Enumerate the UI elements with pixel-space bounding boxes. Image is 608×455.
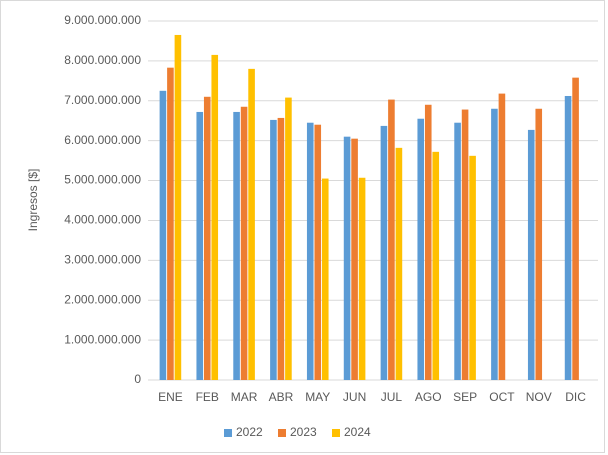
bar [277, 117, 285, 381]
y-tick-label: 0 [134, 372, 141, 386]
y-tick-label: 9.000.000.000 [64, 13, 141, 27]
bar [572, 77, 579, 381]
x-tick-label: ABR [269, 390, 294, 404]
bar [424, 104, 432, 381]
bar [564, 95, 572, 380]
y-tick-label: 2.000.000.000 [64, 292, 141, 306]
y-tick-label: 6.000.000.000 [64, 133, 141, 147]
bar [380, 125, 388, 380]
x-tick-label: AGO [415, 390, 442, 404]
bar [203, 96, 211, 381]
y-tick-label: 3.000.000.000 [64, 253, 141, 267]
y-tick-label: 7.000.000.000 [64, 93, 141, 107]
x-tick-label: MAR [231, 390, 258, 404]
bar [211, 54, 219, 381]
bar [159, 90, 167, 381]
bar [321, 178, 329, 380]
x-tick-label: JUL [381, 390, 403, 404]
y-tick-label: 8.000.000.000 [64, 53, 141, 67]
bar [343, 136, 351, 380]
legend-swatch [332, 429, 340, 437]
bar [491, 108, 498, 380]
legend-swatch [278, 429, 286, 437]
x-tick-label: OCT [489, 390, 515, 404]
x-tick-label: DIC [565, 390, 586, 404]
bar [240, 106, 248, 380]
bar [233, 111, 240, 381]
x-tick-label: ENE [158, 390, 183, 404]
bar [174, 34, 182, 380]
bar [388, 99, 395, 380]
x-tick-label: MAY [305, 390, 330, 404]
bar [417, 118, 425, 380]
bar [461, 109, 469, 380]
legend-swatch [224, 429, 232, 437]
bar [270, 119, 277, 381]
bar [248, 68, 255, 380]
legend-label: 2024 [344, 425, 371, 439]
bar [432, 151, 440, 380]
bar [351, 138, 358, 380]
bar [469, 155, 476, 380]
y-axis-label: Ingresos [$] [26, 169, 40, 232]
bar [454, 122, 461, 380]
x-tick-label: FEB [196, 390, 219, 404]
bar [285, 97, 292, 380]
y-tick-label: 4.000.000.000 [64, 213, 141, 227]
bar [306, 122, 314, 380]
bar [167, 67, 174, 381]
legend-label: 2022 [236, 425, 263, 439]
y-tick-label: 5.000.000.000 [64, 173, 141, 187]
y-tick-label: 1.000.000.000 [64, 332, 141, 346]
bar [395, 147, 403, 380]
x-tick-label: JUN [343, 390, 366, 404]
bar [314, 124, 322, 380]
bar [498, 93, 506, 380]
bar [196, 111, 204, 381]
bar [358, 177, 366, 380]
legend-label: 2023 [290, 425, 317, 439]
bar [535, 108, 543, 380]
bar [527, 129, 535, 380]
x-tick-label: NOV [526, 390, 552, 404]
x-tick-label: SEP [453, 390, 477, 404]
